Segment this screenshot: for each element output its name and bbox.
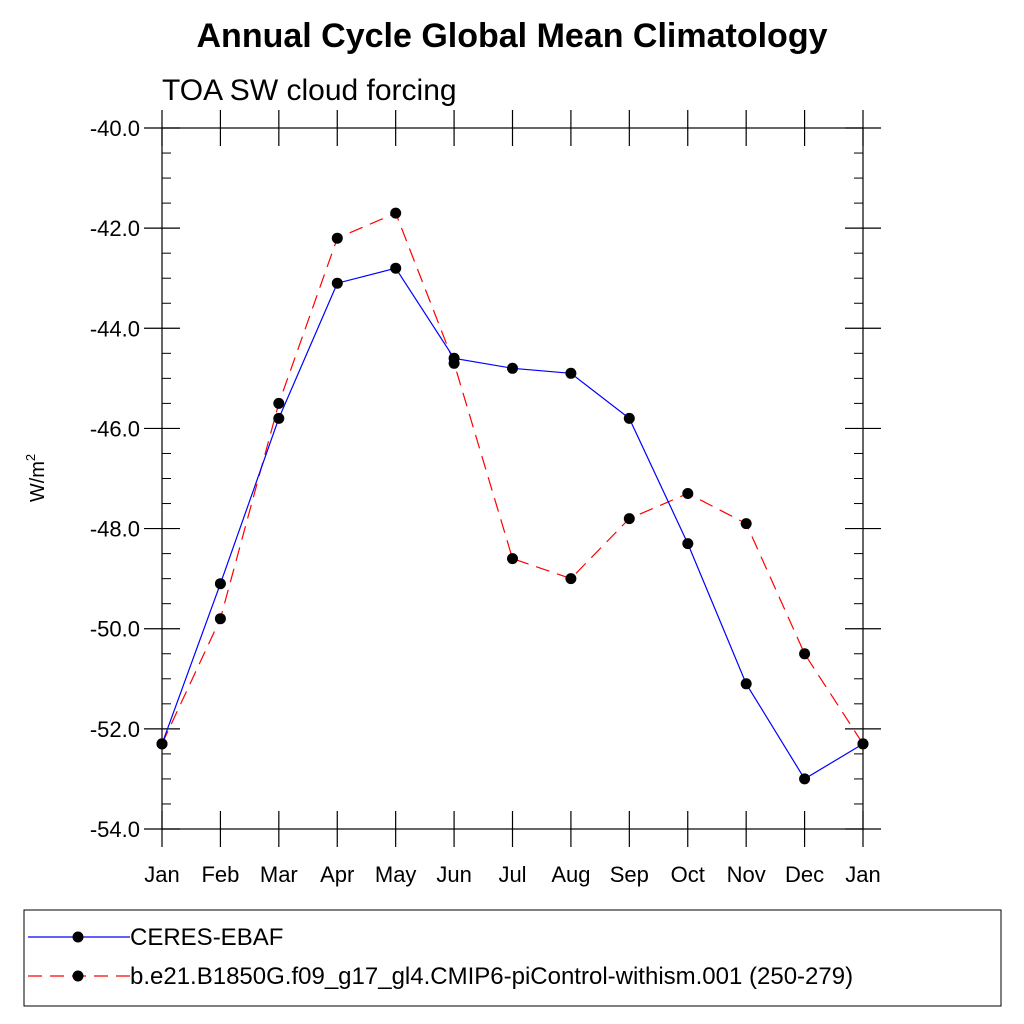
y-axis-label: W/m2 xyxy=(23,454,49,502)
data-point xyxy=(565,573,577,585)
x-tick-label: Dec xyxy=(785,862,824,887)
y-tick-label: -54.0 xyxy=(90,817,140,842)
data-point xyxy=(273,412,285,424)
y-tick-labels: -40.0 -42.0 -44.0 -46.0 -48.0 -50.0 -52.0 -54.0 xyxy=(90,116,140,842)
data-point xyxy=(390,262,402,274)
x-tick-label: Mar xyxy=(260,862,298,887)
x-tick-label: Jan xyxy=(144,862,179,887)
x-tick-label: Jul xyxy=(498,862,526,887)
data-point xyxy=(448,352,460,364)
y-tick-label: -44.0 xyxy=(90,316,140,341)
data-point xyxy=(740,518,752,530)
data-point xyxy=(799,648,811,660)
x-tick-label: Oct xyxy=(671,862,705,887)
y-tick-label: -40.0 xyxy=(90,116,140,141)
series-model xyxy=(156,207,869,750)
data-point xyxy=(623,412,635,424)
data-point xyxy=(214,613,226,625)
legend: CERES-EBAF b.e21.B1850G.f09_g17_gl4.CMIP… xyxy=(23,909,1002,1007)
data-point xyxy=(623,513,635,525)
x-tick-label: Apr xyxy=(320,862,354,887)
legend-frame xyxy=(23,909,1002,1007)
data-point xyxy=(682,538,694,550)
plot-frame xyxy=(161,127,864,830)
chart-title: Annual Cycle Global Mean Climatology xyxy=(197,17,828,55)
axis-ticks xyxy=(144,110,881,847)
legend-label-model: b.e21.B1850G.f09_g17_gl4.CMIP6-piControl… xyxy=(130,963,853,990)
data-point xyxy=(565,367,577,379)
data-point xyxy=(273,397,285,409)
x-tick-label: Nov xyxy=(727,862,766,887)
data-point xyxy=(156,738,168,750)
y-tick-label: -46.0 xyxy=(90,416,140,441)
x-tick-label: Sep xyxy=(610,862,649,887)
legend-label-ceres: CERES-EBAF xyxy=(130,924,283,951)
chart-subtitle: TOA SW cloud forcing xyxy=(162,74,457,107)
y-tick-label: -48.0 xyxy=(90,517,140,542)
data-point xyxy=(507,362,518,374)
legend-marker-ceres xyxy=(72,931,84,943)
series-line xyxy=(161,267,864,780)
x-tick-label: May xyxy=(375,862,417,887)
data-point xyxy=(390,207,402,219)
y-tick-label: -42.0 xyxy=(90,216,140,241)
y-axis-label-superscript: 2 xyxy=(23,454,38,461)
legend-marker-model xyxy=(72,970,84,982)
x-tick-label: Aug xyxy=(551,862,590,887)
data-point xyxy=(214,578,226,590)
data-point xyxy=(331,232,343,244)
series-ceres-ebaf xyxy=(156,262,869,785)
x-tick-labels: Jan Feb Mar Apr May Jun Jul Aug Sep Oct Nov Dec Jan xyxy=(144,862,880,887)
data-point xyxy=(682,488,694,499)
data-point xyxy=(740,678,752,690)
y-tick-label: -50.0 xyxy=(90,617,140,642)
y-axis-label-text: W/m xyxy=(27,461,49,502)
data-point xyxy=(799,773,811,785)
series-line xyxy=(161,212,864,745)
y-tick-label: -52.0 xyxy=(90,717,140,742)
x-tick-label: Jan xyxy=(845,862,880,887)
data-point xyxy=(857,738,869,750)
data-point xyxy=(507,553,518,565)
data-point xyxy=(331,277,343,289)
x-tick-label: Jun xyxy=(436,862,471,887)
series-layer xyxy=(156,207,869,785)
x-tick-label: Feb xyxy=(201,862,239,887)
